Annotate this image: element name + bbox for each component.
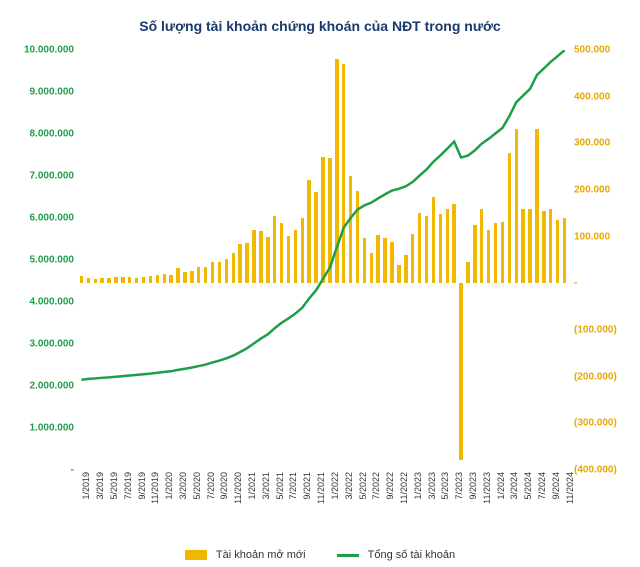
- legend-marker-bar: [185, 550, 207, 560]
- line-path: [81, 50, 564, 379]
- chart-title: Số lượng tài khoản chứng khoán của NĐT t…: [0, 0, 640, 46]
- y-left-tick: 7.000.000: [30, 171, 75, 182]
- x-tick: 3/2020: [178, 472, 188, 500]
- y-right-tick: -: [574, 278, 577, 289]
- x-tick: 5/2020: [192, 472, 202, 500]
- y-right-tick: 300.000: [574, 138, 610, 149]
- x-axis: 1/2019 3/2019 5/2019 7/2019 9/201911/2019 1/2…: [78, 470, 568, 530]
- x-tick: 1/2020: [164, 472, 174, 500]
- x-tick: 1/2019: [81, 472, 91, 500]
- x-tick: 3/2023: [427, 472, 437, 500]
- x-tick: 7/2019: [123, 472, 133, 500]
- plot-area: [78, 50, 568, 470]
- y-left-tick: -: [71, 465, 74, 476]
- x-tick: 1/2022: [330, 472, 340, 500]
- x-tick: 5/2022: [358, 472, 368, 500]
- y-right-tick: (200.000): [574, 371, 617, 382]
- y-right-tick: 100.000: [574, 231, 610, 242]
- x-tick: 1/2021: [247, 472, 257, 500]
- y-right-tick: 400.000: [574, 91, 610, 102]
- x-tick: 7/2023: [454, 472, 464, 500]
- x-tick: 3/2021: [261, 472, 271, 500]
- x-tick: 1/2023: [413, 472, 423, 500]
- line-series: [78, 50, 568, 470]
- x-tick: 7/2022: [371, 472, 381, 500]
- legend-label-bar: Tài khoản mở mới: [216, 549, 306, 561]
- x-tick: 9/2021: [302, 472, 312, 500]
- y-right-tick: 500.000: [574, 45, 610, 56]
- y-left-tick: 9.000.000: [30, 87, 75, 98]
- y-left-tick: 4.000.000: [30, 297, 75, 308]
- x-tick: 1/2024: [496, 472, 506, 500]
- x-tick: 11/2023: [482, 472, 492, 504]
- x-tick: 11/2022: [399, 472, 409, 504]
- x-tick: 3/2024: [509, 472, 519, 500]
- x-tick: 7/2024: [537, 472, 547, 500]
- x-tick: 9/2020: [219, 472, 229, 500]
- y-left-tick: 6.000.000: [30, 213, 75, 224]
- legend: Tài khoản mở mới Tổng số tài khoản: [0, 549, 640, 561]
- x-tick: 11/2024: [565, 472, 575, 504]
- x-tick: 7/2020: [206, 472, 216, 500]
- x-tick: 5/2024: [523, 472, 533, 500]
- y-left-tick: 5.000.000: [30, 255, 75, 266]
- x-tick: 7/2021: [288, 472, 298, 500]
- x-tick: 5/2019: [109, 472, 119, 500]
- x-tick: 9/2024: [551, 472, 561, 500]
- y-right-tick: (100.000): [574, 325, 617, 336]
- legend-label-line: Tổng số tài khoản: [368, 549, 455, 561]
- x-tick: 9/2023: [468, 472, 478, 500]
- y-left-tick: 8.000.000: [30, 129, 75, 140]
- y-left-tick: 3.000.000: [30, 339, 75, 350]
- x-tick: 3/2022: [344, 472, 354, 500]
- x-tick: 9/2022: [385, 472, 395, 500]
- y-axis-left: -1.000.0002.000.0003.000.0004.000.0005.0…: [0, 50, 76, 470]
- x-tick: 11/2021: [316, 472, 326, 504]
- y-right-tick: (400.000): [574, 465, 617, 476]
- x-tick: 11/2019: [150, 472, 160, 504]
- legend-marker-line: [337, 554, 359, 557]
- x-tick: 9/2019: [137, 472, 147, 500]
- chart-container: Số lượng tài khoản chứng khoán của NĐT t…: [0, 0, 640, 567]
- legend-item-bar: Tài khoản mở mới: [185, 549, 306, 561]
- y-right-tick: (300.000): [574, 418, 617, 429]
- x-tick: 5/2023: [440, 472, 450, 500]
- y-right-tick: 200.000: [574, 185, 610, 196]
- x-tick: 5/2021: [275, 472, 285, 500]
- y-left-tick: 1.000.000: [30, 423, 75, 434]
- y-left-tick: 2.000.000: [30, 381, 75, 392]
- y-axis-right: (400.000)(300.000)(200.000)(100.000)-100…: [570, 50, 640, 470]
- x-tick: 11/2020: [233, 472, 243, 504]
- y-left-tick: 10.000.000: [24, 45, 74, 56]
- legend-item-line: Tổng số tài khoản: [337, 549, 456, 561]
- x-tick: 3/2019: [95, 472, 105, 500]
